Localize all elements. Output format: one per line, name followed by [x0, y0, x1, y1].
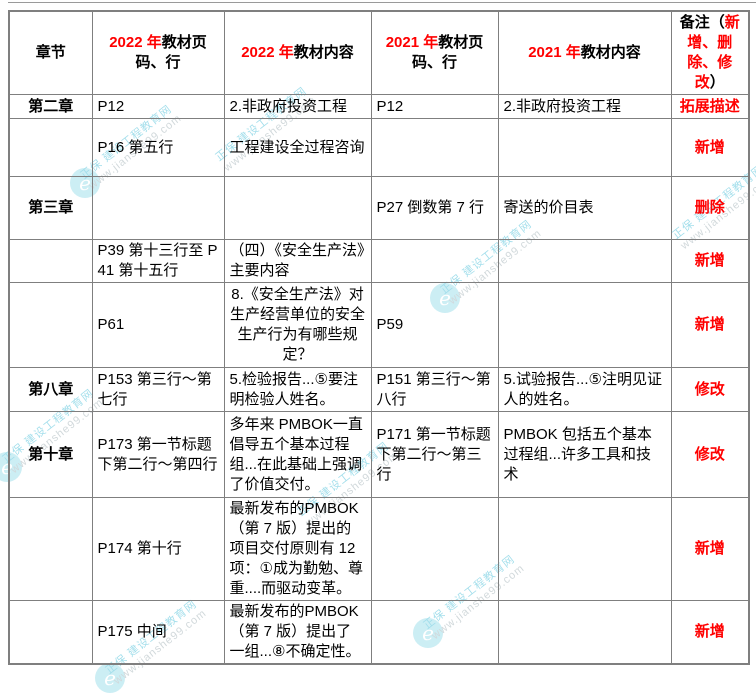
cell-2021-content: PMBOK 包括五个基本过程组...许多工具和技术 — [497, 411, 672, 498]
cell-2022-content: 8.《安全生产法》对生产经营单位的安全生产行为有哪些规定？ — [223, 282, 372, 368]
cell-2021-content — [497, 239, 672, 283]
cell-remark: 删除 — [670, 176, 750, 240]
cell-2021-page: P27 倒数第 7 行 — [370, 176, 499, 240]
cell-2021-content — [497, 497, 672, 601]
table-row: P174 第十行 最新发布的PMBOK（第 7 版）提出的项目交付原则有 12 … — [8, 497, 750, 601]
cell-chapter: 第二章 — [8, 94, 93, 119]
table-row: 第八章 P153 第三行～第七行 5.检验报告...⑤要注明检验人姓名。 P15… — [8, 367, 750, 412]
cell-remark: 新增 — [670, 600, 750, 665]
header-row: 章节 2022 年教材页码、行 2022 年教材内容 2021 年教材页码、行 … — [8, 10, 750, 95]
cell-remark: 新增 — [670, 118, 750, 177]
table-row: P39 第十三行至 P41 第十五行 （四）《安全生产法》主要内容 新增 — [8, 239, 750, 283]
table-row: P175 中间 最新发布的PMBOK（第 7 版）提出了一组...⑧不确定性。 … — [8, 600, 750, 665]
cell-2022-content — [223, 176, 372, 240]
cell-2021-page: P151 第三行～第八行 — [370, 367, 499, 412]
cell-2021-page — [370, 497, 499, 601]
cell-2021-page — [370, 239, 499, 283]
cell-2021-page: P171 第一节标题下第二行～第三行 — [370, 411, 499, 498]
cell-chapter — [8, 497, 93, 601]
cell-2021-page — [370, 600, 499, 665]
header-remark: 备注（新增、删除、修改） — [670, 10, 750, 95]
header-2021-content: 2021 年教材内容 — [497, 10, 672, 95]
cell-remark: 修改 — [670, 367, 750, 412]
table-row: P61 8.《安全生产法》对生产经营单位的安全生产行为有哪些规定？ P59 新增 — [8, 282, 750, 368]
table-row: 第三章 P27 倒数第 7 行 寄送的价目表 删除 — [8, 176, 750, 240]
cell-2021-page: P59 — [370, 282, 499, 368]
cell-chapter — [8, 282, 93, 368]
cell-2021-content: 寄送的价目表 — [497, 176, 672, 240]
table-row: 第十章 P173 第一节标题下第二行～第四行 多年来 PMBOK一直倡导五个基本… — [8, 411, 750, 498]
cell-chapter — [8, 600, 93, 665]
cell-remark: 新增 — [670, 239, 750, 283]
cell-2022-content: 5.检验报告...⑤要注明检验人姓名。 — [223, 367, 372, 412]
cell-2022-page — [91, 176, 225, 240]
cell-remark: 拓展描述 — [670, 94, 750, 119]
cell-2022-page: P61 — [91, 282, 225, 368]
cell-2022-page: P175 中间 — [91, 600, 225, 665]
cell-2021-page — [370, 118, 499, 177]
header-2022-content: 2022 年教材内容 — [223, 10, 372, 95]
cell-2021-content: 2.非政府投资工程 — [497, 94, 672, 119]
header-2021-page: 2021 年教材页码、行 — [370, 10, 499, 95]
cell-2022-page: P39 第十三行至 P41 第十五行 — [91, 239, 225, 283]
cell-remark: 新增 — [670, 282, 750, 368]
cell-2022-content: 最新发布的PMBOK（第 7 版）提出了一组...⑧不确定性。 — [223, 600, 372, 665]
cell-chapter: 第三章 — [8, 176, 93, 240]
cell-chapter: 第八章 — [8, 367, 93, 412]
cell-remark: 新增 — [670, 497, 750, 601]
cell-2022-content: 工程建设全过程咨询 — [223, 118, 372, 177]
header-chapter: 章节 — [8, 10, 93, 95]
cell-2022-content: （四）《安全生产法》主要内容 — [223, 239, 372, 283]
cell-chapter — [8, 118, 93, 177]
cell-2022-content: 最新发布的PMBOK（第 7 版）提出的项目交付原则有 12 项：①成为勤勉、尊… — [223, 497, 372, 601]
cell-2022-page: P153 第三行～第七行 — [91, 367, 225, 412]
textbook-comparison-table: 章节 2022 年教材页码、行 2022 年教材内容 2021 年教材页码、行 … — [8, 10, 750, 665]
cell-2021-page: P12 — [370, 94, 499, 119]
cell-2022-content: 多年来 PMBOK一直倡导五个基本过程组...在此基础上强调了价值交付。 — [223, 411, 372, 498]
cell-2022-page: P174 第十行 — [91, 497, 225, 601]
header-2022-page: 2022 年教材页码、行 — [91, 10, 225, 95]
cell-2021-content — [497, 118, 672, 177]
cell-2022-content: 2.非政府投资工程 — [223, 94, 372, 119]
page-top-rule — [8, 2, 756, 3]
table-row: 第二章 P12 2.非政府投资工程 P12 2.非政府投资工程 拓展描述 — [8, 94, 750, 119]
cell-chapter: 第十章 — [8, 411, 93, 498]
table-row: P16 第五行 工程建设全过程咨询 新增 — [8, 118, 750, 177]
cell-2021-content: 5.试验报告...⑤注明见证人的姓名。 — [497, 367, 672, 412]
cell-2022-page: P12 — [91, 94, 225, 119]
cell-remark: 修改 — [670, 411, 750, 498]
cell-2021-content — [497, 282, 672, 368]
cell-chapter — [8, 239, 93, 283]
brand-logo-icon: e — [95, 663, 125, 693]
cell-2022-page: P16 第五行 — [91, 118, 225, 177]
cell-2022-page: P173 第一节标题下第二行～第四行 — [91, 411, 225, 498]
cell-2021-content — [497, 600, 672, 665]
